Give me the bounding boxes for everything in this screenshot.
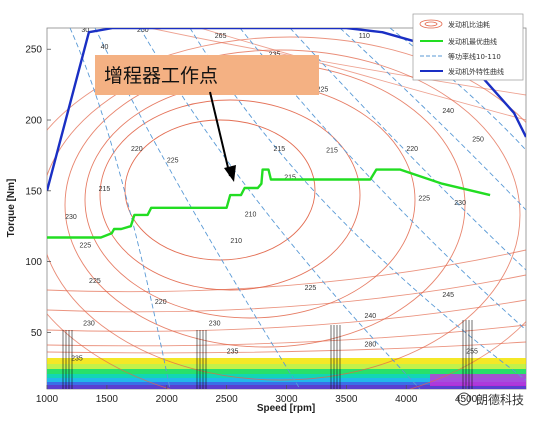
full-load-curve (47, 28, 526, 192)
x-tick-label: 2000 (156, 394, 179, 405)
contour-label: 110 (359, 33, 370, 40)
contour-label: 225 (79, 242, 91, 249)
x-axis-label: Speed [rpm] (257, 403, 315, 414)
legend-label-iso-power: 等功率线10-110 (448, 52, 501, 61)
contour-label: 255 (466, 349, 478, 356)
y-tick-label: 50 (31, 328, 43, 339)
y-tick-label: 250 (25, 45, 42, 56)
legend-label-full-load: 发动机外特性曲线 (448, 67, 504, 76)
contour-label: 220 (131, 146, 143, 153)
x-tick-label: 4500 (455, 394, 478, 405)
contour-label: 265 (215, 33, 227, 40)
legend-label-sfc: 发动机比油耗 (448, 20, 490, 29)
contour-label: 225 (418, 196, 430, 203)
contour-label: 210 (245, 211, 257, 218)
contour-label: 30 (81, 27, 89, 34)
y-tick-label: 100 (25, 257, 42, 268)
contour-label: 215 (284, 174, 296, 181)
low-load-contour-band (47, 358, 526, 389)
contour-label: 220 (406, 146, 418, 153)
callout-box (95, 55, 319, 95)
contour-label: 250 (472, 136, 484, 143)
contour-label: 280 (364, 342, 376, 349)
contour-label: 225 (89, 278, 101, 285)
contour-label: 240 (442, 108, 454, 115)
legend-swatch-sfc (419, 19, 443, 29)
x-tick-label: 3500 (335, 394, 358, 405)
contour-label: 245 (442, 292, 454, 299)
contour-label: 235 (269, 51, 281, 58)
watermark-icon (457, 392, 471, 406)
optimal-operating-line (47, 168, 491, 239)
watermark: 朗德科技 (457, 392, 524, 407)
axis-ticks: 1000 1500 2000 2500 3000 3500 4000 4500 50 100 150… (25, 45, 477, 405)
low-load-contour-clusters (62, 320, 473, 389)
x-tick-label: 1000 (36, 394, 59, 405)
operating-point-callout: 增程器工作点 (95, 55, 319, 182)
contour-label: 240 (364, 313, 376, 320)
y-axis-label: Torque [Nm] (6, 179, 17, 238)
contour-label: 230 (83, 320, 95, 327)
legend-box (412, 13, 524, 81)
contour-label: 235 (71, 356, 83, 363)
callout-text: 增程器工作点 (104, 65, 218, 87)
series-layer (47, 28, 526, 239)
contour-label: 230 (454, 200, 466, 207)
callout-arrow-head (224, 165, 236, 182)
contour-label: 230 (209, 320, 221, 327)
watermark-text: 朗德科技 (476, 392, 524, 407)
contour-label: 225 (317, 87, 329, 94)
contour-label: 215 (99, 186, 111, 193)
callout-arrow-shaft (209, 91, 231, 177)
contour-label: 225 (305, 285, 317, 292)
legend: 发动机比油耗 发动机最优曲线 等功率线10-110 发动机外特性曲线 (412, 13, 524, 81)
contour-label: 215 (273, 146, 285, 153)
contour-label: 230 (65, 214, 77, 221)
x-tick-label: 2500 (216, 394, 239, 405)
contour-label: 250 (137, 27, 149, 34)
y-tick-label: 200 (25, 116, 42, 127)
contour-label: 220 (155, 299, 167, 306)
x-tick-label: 1500 (96, 394, 119, 405)
contour-label: 235 (227, 349, 239, 356)
contour-label: 215 (326, 148, 338, 155)
legend-label-optimal: 发动机最优曲线 (448, 37, 497, 46)
y-tick-label: 150 (25, 186, 42, 197)
contour-label: 210 (230, 238, 242, 245)
contour-labels: 230 225 215 220 225 210 210 215 215 215 220 225 230 2… (65, 27, 484, 363)
x-tick-label: 4000 (395, 394, 418, 405)
contour-label: 40 (101, 44, 109, 51)
x-tick-label: 3000 (275, 394, 298, 405)
contour-label: 225 (167, 157, 179, 164)
